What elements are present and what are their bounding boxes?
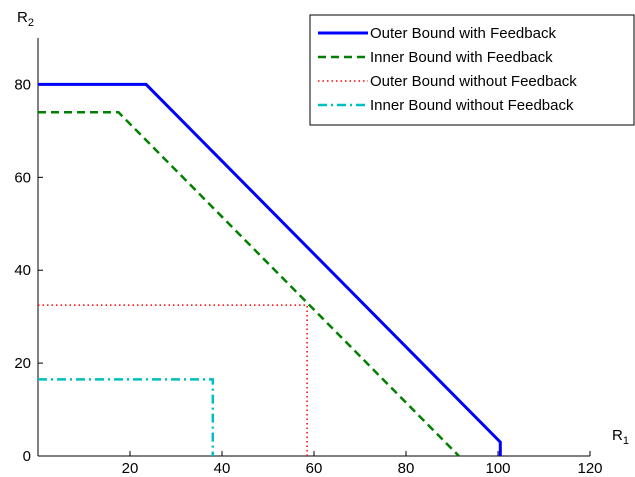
legend: Outer Bound with Feedback Inner Bound wit… xyxy=(309,14,635,126)
x-axis-label-subscript: 1 xyxy=(623,435,629,447)
x-tick-label: 120 xyxy=(577,460,602,477)
series-line-1 xyxy=(38,82,502,456)
x-tick-label: 80 xyxy=(398,460,415,477)
y-tick-label: 20 xyxy=(14,355,31,372)
x-tick-label: 20 xyxy=(122,460,139,477)
legend-item: Outer Bound without Feedback xyxy=(318,73,577,90)
series-line-4 xyxy=(38,378,215,456)
y-axis-label-subscript: 2 xyxy=(28,17,34,29)
y-tick-label: 40 xyxy=(14,262,31,279)
legend-label: Inner Bound without Feedback xyxy=(370,97,574,114)
x-axis-label: R1 xyxy=(612,427,629,447)
legend-label: Outer Bound with Feedback xyxy=(370,25,556,42)
legend-label: Outer Bound without Feedback xyxy=(370,73,577,90)
legend-item: Inner Bound with Feedback xyxy=(318,49,553,66)
legend-label: Inner Bound with Feedback xyxy=(370,49,553,66)
x-tick-label: 60 xyxy=(306,460,323,477)
x-ticks: 20 40 60 80 100 120 xyxy=(122,451,603,477)
series-line-3 xyxy=(38,304,308,456)
series-layer xyxy=(38,82,502,457)
plot-area: 20 40 60 80 100 120 0 20 40 60 80 xyxy=(14,38,603,477)
y-tick-label: 0 xyxy=(23,448,31,465)
y-tick-label: 80 xyxy=(14,76,31,93)
y-tick-label: 60 xyxy=(14,169,31,186)
y-ticks: 0 20 40 60 80 xyxy=(14,76,43,465)
series-line-2 xyxy=(38,111,460,457)
x-tick-label: 40 xyxy=(214,460,231,477)
x-axis-label-main: R xyxy=(612,427,623,444)
y-axis-label-main: R xyxy=(17,9,28,26)
y-axis-label: R2 xyxy=(17,9,34,29)
x-tick-label: 100 xyxy=(485,460,510,477)
legend-item: Outer Bound with Feedback xyxy=(318,25,556,42)
legend-item: Inner Bound without Feedback xyxy=(318,97,574,114)
